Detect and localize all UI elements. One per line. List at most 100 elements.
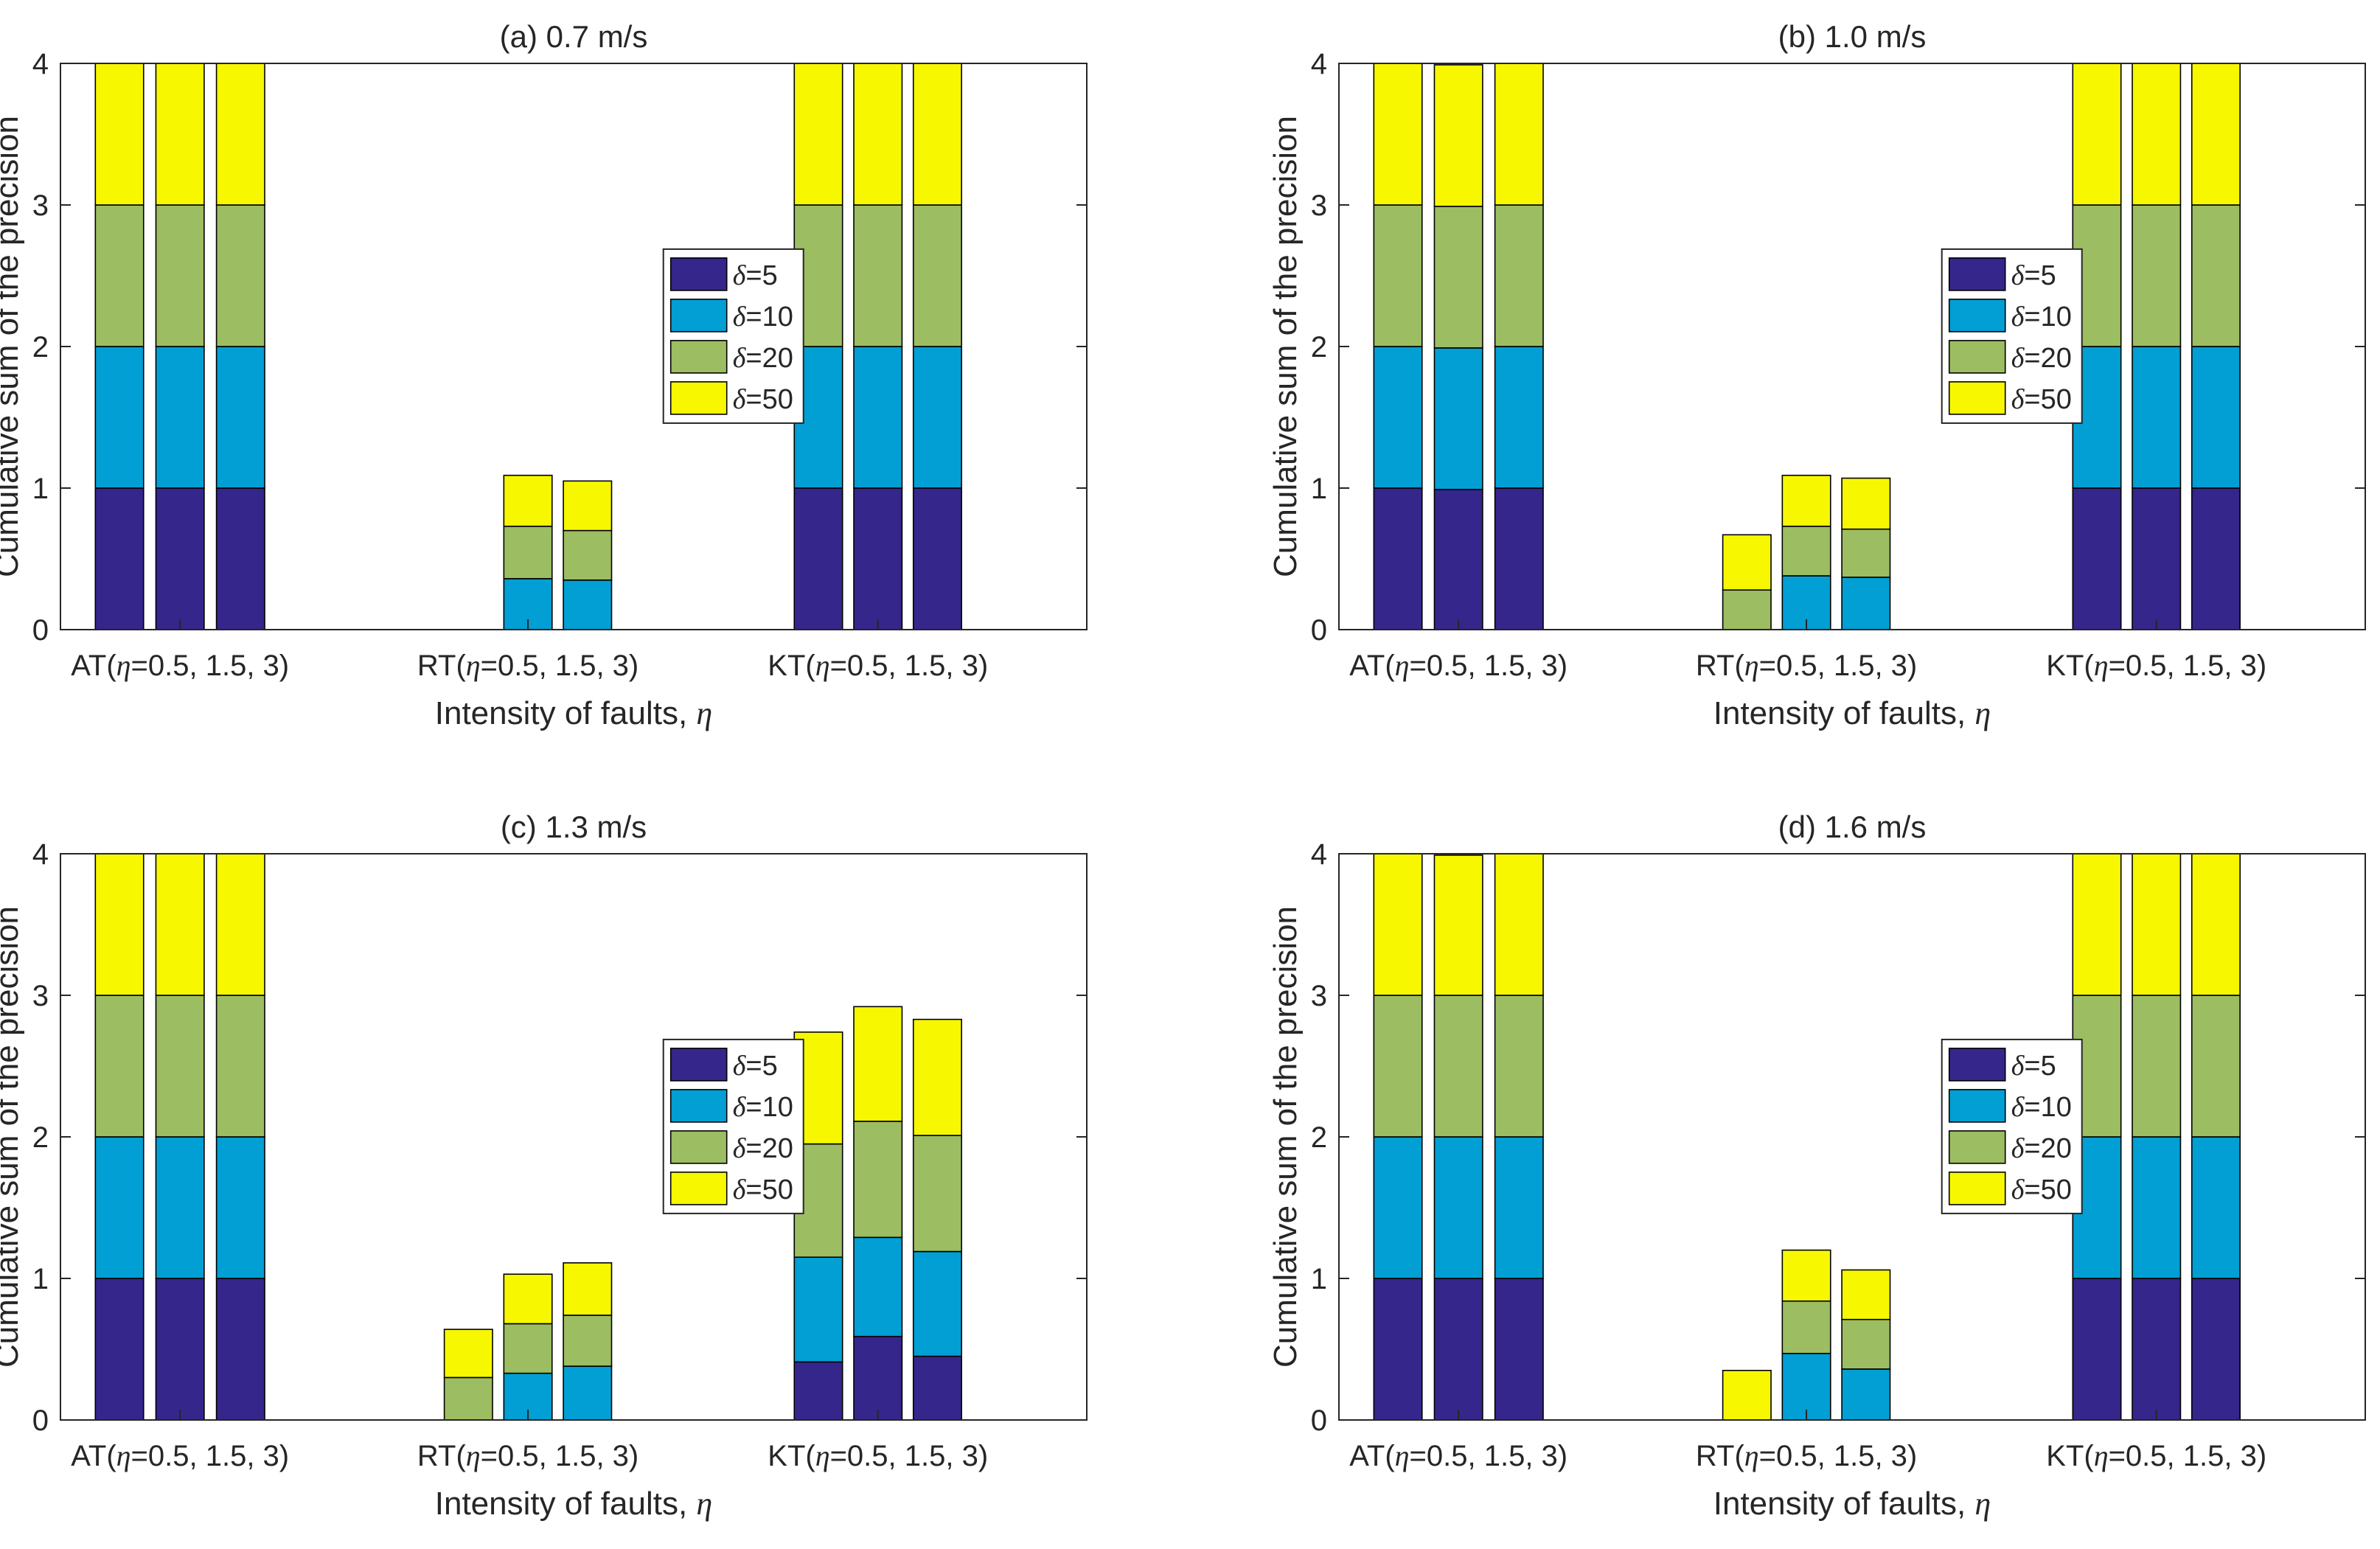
bar-segment [2191,487,2241,630]
bar-segment [853,346,903,489]
bar-segment [853,487,903,630]
legend-swatch [1948,1048,2006,1082]
legend-swatch [1948,381,2006,415]
bar-segment [94,487,145,630]
y-tick-label: 4 [1311,48,1327,80]
x-tick-label: RT(η=0.5, 1.5, 3) [1696,1439,1917,1472]
legend-swatch [1948,1089,2006,1123]
legend-label: δ=5 [733,1051,778,1082]
y-axis-label: Cumulative sum of the precision [0,116,25,577]
bar-segment [1841,1269,1891,1320]
bar-segment [1781,526,1831,577]
legend-label: δ=50 [733,384,793,415]
bar-segment [1494,853,1544,996]
legend-swatch [1948,257,2006,291]
bar-segment [155,346,205,489]
bar-segment [853,1335,903,1421]
legend-label: δ=5 [733,260,778,291]
x-tick-label: AT(η=0.5, 1.5, 3) [71,1439,289,1472]
bar-segment [2191,853,2241,996]
bar-segment [1841,577,1891,630]
bar-segment [1433,995,1483,1138]
bar-segment [793,1361,843,1421]
legend: δ=5 δ=10 δ=20 δ=50 [662,1038,804,1214]
bar-segment [215,995,265,1138]
bar-segment [853,63,903,206]
bar-segment [94,204,145,347]
y-tick-label: 3 [32,189,49,222]
bar-segment [853,1236,903,1337]
bar-segment [215,1136,265,1279]
bar-segment [2191,1278,2241,1421]
y-tick-label: 0 [32,614,49,647]
bar-segment [94,63,145,206]
bar-segment [2191,995,2241,1138]
bar-segment [1433,206,1483,349]
x-axis-label: Intensity of faults, η [435,1486,712,1522]
bar-segment [503,1273,553,1325]
bar-segment [1433,347,1483,490]
bar-segment [2072,853,2122,996]
legend-label: δ=5 [2011,1051,2056,1082]
legend-label: δ=10 [733,1092,793,1123]
bar-segment [2191,1136,2241,1279]
bar-segment [1373,204,1423,347]
chart-title: (d) 1.6 m/s [1778,810,1927,844]
x-tick-label: AT(η=0.5, 1.5, 3) [71,649,289,682]
bar-segment [1494,346,1544,489]
y-tick-label: 2 [32,331,49,363]
bar-segment [912,204,962,347]
legend-swatch [669,340,728,374]
bar-segment [2132,487,2182,630]
bar-segment [2191,63,2241,206]
bar-segment [503,1323,553,1374]
bar-segment [912,346,962,489]
legend-label: δ=20 [2011,1133,2072,1164]
bar-segment [563,579,613,630]
bar-segment [1373,995,1423,1138]
legend-swatch [669,1089,728,1123]
y-tick-label: 4 [1311,838,1327,871]
legend-label: δ=50 [2011,384,2072,415]
y-tick-label: 1 [1311,473,1327,505]
bar-segment [1433,1136,1483,1279]
bar-segment [1494,487,1544,630]
bar-segment [94,1278,145,1421]
bar-segment [912,487,962,630]
legend-label: δ=10 [2011,302,2072,333]
x-tick-label: KT(η=0.5, 1.5, 3) [2046,1439,2266,1472]
bar-segment [94,853,145,996]
legend-label: δ=10 [2011,1092,2072,1123]
bar-segment [1433,489,1483,630]
bar-segment [155,487,205,630]
bar-segment [912,1355,962,1421]
x-axis-label: Intensity of faults, η [435,695,712,731]
bar-segment [912,63,962,206]
legend-label: δ=50 [2011,1174,2072,1205]
bar-segment [155,204,205,347]
bar-segment [563,480,613,532]
bar-segment [1781,1249,1831,1302]
bar-segment [563,529,613,581]
bar-segment [1494,995,1544,1138]
x-axis-label: Intensity of faults, η [1713,695,1991,731]
legend-label: δ=50 [733,1174,793,1205]
bar-segment [1494,63,1544,206]
bar-segment [563,1315,613,1367]
bar-segment [215,346,265,489]
x-tick-label: RT(η=0.5, 1.5, 3) [417,1439,639,1472]
chart-panel-2: (b) 1.0 m/s 0 1 2 3 4 AT(η=0.5, 1.5, 3) RT(η=0.… [1267,19,2366,731]
bar-segment [2132,995,2182,1138]
chart-panel-3: (c) 1.3 m/s 0 1 2 3 4 AT(η=0.5, 1.5, 3) RT(η=0.… [0,810,1088,1522]
bar-segment [2072,63,2122,206]
bar-segment [793,63,843,206]
bar-segment [912,1250,962,1357]
y-tick-label: 2 [1311,331,1327,363]
chart-panel-1: (a) 0.7 m/s 0 1 2 3 4 AT(η=0.5, 1.5, 3) RT(η=0.… [0,19,1088,731]
bar-segment [2132,346,2182,489]
bar-segment [1781,1352,1831,1421]
bar-segment [1373,1278,1423,1421]
bar-segment [1433,64,1483,207]
x-tick-label: KT(η=0.5, 1.5, 3) [2046,649,2266,682]
